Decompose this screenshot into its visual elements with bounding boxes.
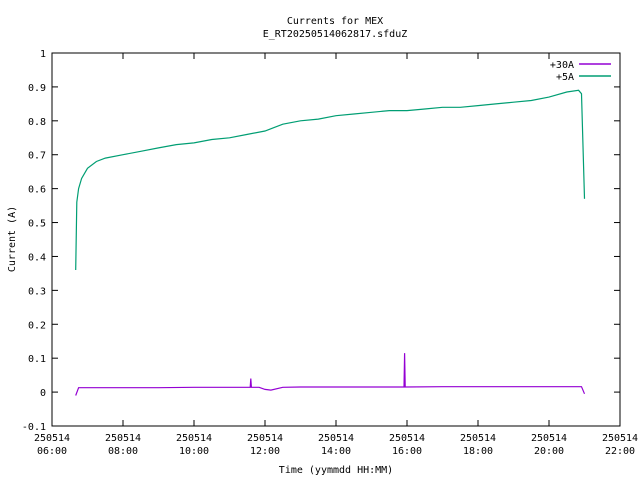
series-layer [75, 89, 586, 396]
x-tick-date: 250514 [176, 433, 212, 444]
x-tick-date: 250514 [531, 433, 567, 444]
x-tick-date: 250514 [389, 433, 425, 444]
legend-label-5a: +5A [556, 72, 574, 83]
y-tick-label: 0.1 [28, 354, 46, 365]
plot-border [51, 52, 621, 427]
x-tick-time: 06:00 [37, 446, 67, 457]
x-tick-date: 250514 [602, 433, 638, 444]
legend: +30A+5A [550, 60, 611, 83]
x-tick-date: 250514 [247, 433, 283, 444]
y-tick-label: 0.4 [28, 252, 46, 263]
y-tick-label: 0.2 [28, 320, 46, 331]
series-30a-line [75, 353, 586, 396]
x-tick-time: 08:00 [108, 446, 138, 457]
legend-label-30a: +30A [550, 60, 574, 71]
series-5a-line [75, 89, 586, 271]
x-tick-time: 20:00 [534, 446, 564, 457]
x-tick-time: 10:00 [179, 446, 209, 457]
x-tick-time: 16:00 [392, 446, 422, 457]
y-tick-label: 0.7 [28, 151, 46, 162]
y-axis-ticks: -0.1 0 0.1 0.2 0.3 0.4 0.5 0.6 0.7 0.8 0.9 1 [22, 49, 620, 433]
x-axis-ticks: 250514 06:00 250514 08:00 250514 10:00 250514 1… [34, 53, 638, 457]
x-tick-date: 250514 [460, 433, 496, 444]
y-tick-label: -0.1 [22, 422, 46, 433]
x-tick-time: 18:00 [463, 446, 493, 457]
x-tick-date: 250514 [105, 433, 141, 444]
x-tick-time: 12:00 [250, 446, 280, 457]
x-tick-time: 22:00 [605, 446, 635, 457]
chart-title: Currents for MEX [287, 16, 383, 27]
x-tick-time: 14:00 [321, 446, 351, 457]
y-tick-label: 0.5 [28, 219, 46, 230]
y-tick-label: 0.3 [28, 286, 46, 297]
y-tick-label: 0.8 [28, 117, 46, 128]
y-tick-label: 0.6 [28, 185, 46, 196]
y-axis-label: Current (A) [7, 206, 18, 272]
chart-subtitle: E_RT20250514062817.sfduZ [263, 29, 408, 40]
x-tick-date: 250514 [34, 433, 70, 444]
y-tick-label: 0 [40, 388, 46, 399]
y-tick-label: 1 [40, 49, 46, 60]
x-tick-date: 250514 [318, 433, 354, 444]
y-tick-label: 0.9 [28, 83, 46, 94]
x-axis-label: Time (yymmdd HH:MM) [279, 465, 393, 476]
